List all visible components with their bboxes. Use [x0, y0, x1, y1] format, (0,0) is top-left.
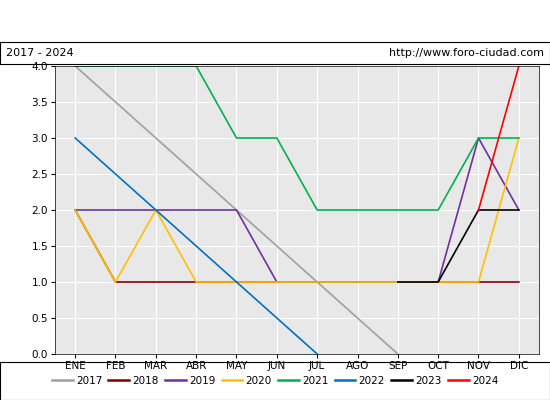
- Text: http://www.foro-ciudad.com: http://www.foro-ciudad.com: [389, 48, 544, 58]
- Text: 2017 - 2024: 2017 - 2024: [6, 48, 73, 58]
- Text: Evolucion del paro registrado en Miño de Medinaceli: Evolucion del paro registrado en Miño de…: [84, 14, 466, 28]
- Legend: 2017, 2018, 2019, 2020, 2021, 2022, 2023, 2024: 2017, 2018, 2019, 2020, 2021, 2022, 2023…: [48, 372, 502, 390]
